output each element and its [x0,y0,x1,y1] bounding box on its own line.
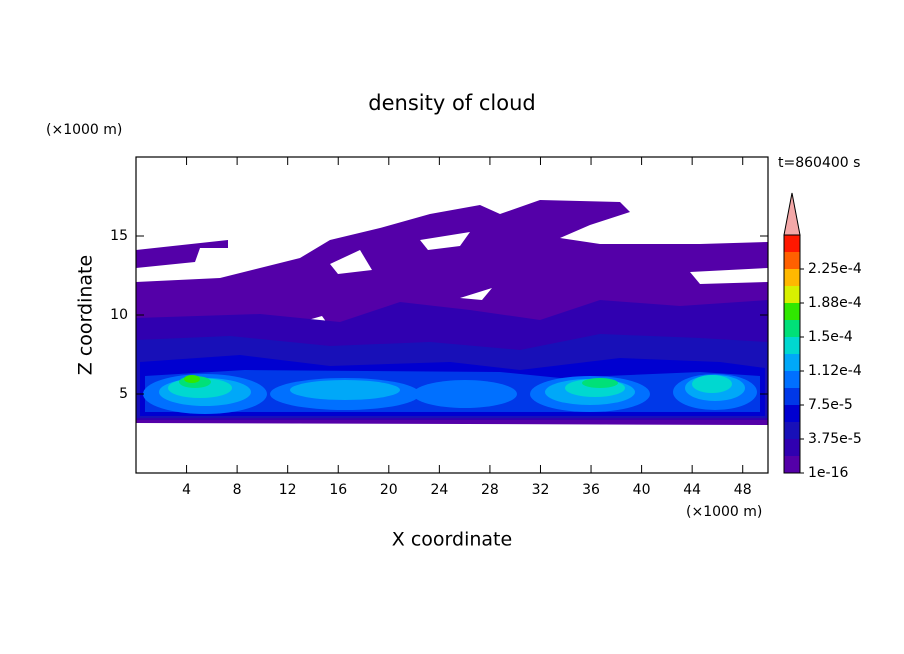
colorbar-band [784,303,800,320]
colorbar-label: 1.88e-4 [808,295,862,311]
x-tick-label: 12 [279,482,297,498]
colorbar-band [784,337,800,354]
colorbar-label: 1e-16 [808,465,848,481]
x-tick-label: 24 [430,482,448,498]
contour-region [460,288,492,300]
y-tick-label: 5 [119,386,128,402]
x-tick-label: 28 [481,482,499,498]
colorbar-band [784,269,800,286]
colorbar-band [784,388,800,405]
colorbar-band [784,439,800,456]
colorbar-band [784,405,800,422]
contour-region [420,232,470,250]
colorbar-frame [783,234,801,474]
x-tick-label: 32 [532,482,550,498]
x-tick-label: 48 [734,482,752,498]
x-tick-label: 20 [380,482,398,498]
contour-region [184,375,200,383]
x-tick-label: 44 [683,482,701,498]
colorbar-band [784,320,800,337]
contour-region [136,240,228,268]
colorbar-band [784,354,800,371]
y-axis-label: Z coordinate [75,255,97,375]
colorbar-band [784,286,800,303]
colorbar-label: 2.25e-4 [808,261,862,277]
y-unit: (×1000 m) [46,122,122,138]
x-tick-label: 40 [633,482,651,498]
colorbar-label: 7.5e-5 [808,397,853,413]
contour-region [692,375,732,393]
x-tick-label: 4 [182,482,191,498]
colorbar-band [784,252,800,269]
contour-region [290,380,400,400]
contour-region [690,268,768,284]
x-tick-label: 36 [582,482,600,498]
colorbar-label: 1.5e-4 [808,329,853,345]
x-unit: (×1000 m) [686,504,762,520]
y-tick-label: 10 [110,307,128,323]
x-tick-label: 16 [329,482,347,498]
x-axis-label: X coordinate [392,529,512,551]
chart-title: density of cloud [368,91,535,115]
colorbar-band [784,235,800,252]
colorbar-band [784,422,800,439]
colorbar-label: 1.12e-4 [808,363,862,379]
contour-field [136,200,768,425]
y-tick-label: 15 [110,228,128,244]
colorbar-extend [783,192,801,236]
x-tick-label: 8 [233,482,242,498]
contour-region [330,250,372,274]
colorbar-band [784,456,800,473]
contour-region [413,380,517,408]
contour-region [582,378,618,388]
colorbar-band [784,371,800,388]
colorbar-label: 3.75e-5 [808,431,862,447]
time-label: t=860400 s [778,155,860,171]
